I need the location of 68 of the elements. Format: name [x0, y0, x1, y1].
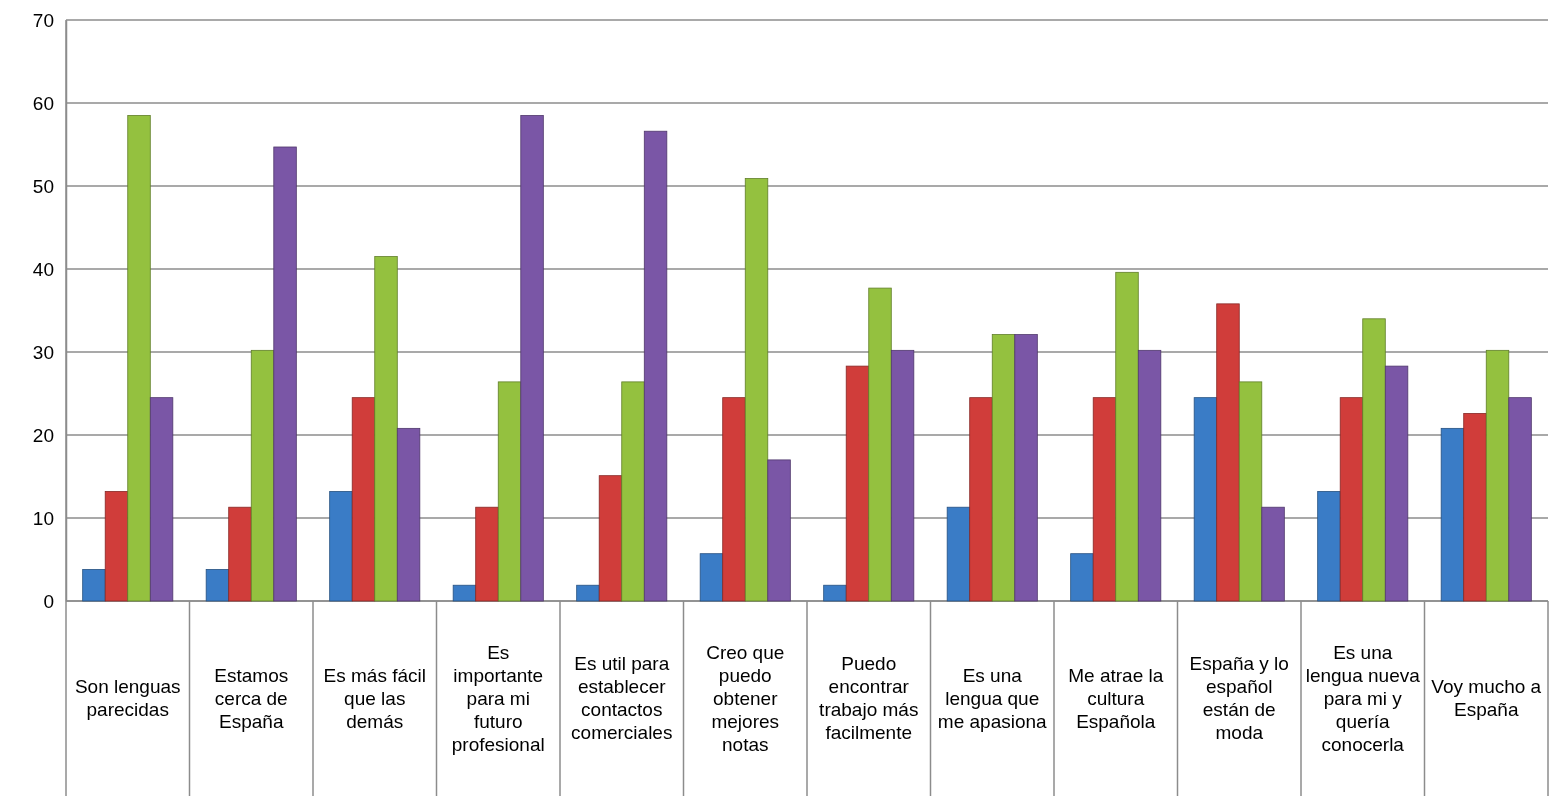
y-tick-label: 0: [43, 590, 54, 612]
bar: [1384, 365, 1409, 602]
x-tick-label: España y lo español están de moda: [1189, 653, 1289, 743]
x-tick-label: Puedo encontrar trabajo más facilmente: [819, 653, 919, 743]
bar: [374, 256, 398, 602]
bar: [497, 381, 522, 602]
bar: [598, 475, 623, 602]
bar: [1362, 318, 1386, 602]
y-tick-label: 60: [32, 92, 54, 114]
bar: [744, 178, 769, 602]
bar: [722, 397, 746, 602]
bar: [643, 130, 668, 602]
bar: [250, 349, 275, 602]
bar: [1193, 397, 1218, 602]
bar: [699, 553, 724, 602]
x-tick-label: Voy mucho a España: [1431, 676, 1542, 720]
x-tick-label: Me atrae la cultura Española: [1068, 664, 1164, 732]
bar: [205, 569, 230, 602]
bar: [520, 115, 544, 602]
bar: [329, 491, 353, 602]
bar: [576, 584, 600, 602]
bar: [127, 115, 151, 602]
bar: [1440, 427, 1465, 602]
x-tick-label: Es más fácil que las demás: [323, 664, 426, 732]
x-tick-label: Estamos cerca de España: [214, 664, 289, 732]
x-tick-label: Es una lengua nueva para mi y quería conocerla: [1305, 641, 1421, 755]
bar: [868, 287, 892, 602]
bar: [991, 334, 1016, 602]
x-tick-label: Es una lengua que me apasiona: [937, 664, 1048, 732]
bar: [621, 381, 645, 602]
bar: [767, 459, 791, 602]
bar: [1339, 397, 1364, 602]
y-tick-label: 10: [32, 507, 54, 529]
bar: [1092, 397, 1117, 602]
bar: [890, 349, 915, 602]
bar: [1261, 506, 1285, 602]
y-tick-label: 70: [32, 9, 54, 31]
bar: [104, 491, 129, 602]
bar: [1238, 381, 1263, 602]
bar: [351, 397, 376, 602]
bar: [1115, 271, 1139, 602]
bar: [845, 365, 870, 602]
bar: [396, 427, 421, 602]
bar: [452, 584, 477, 602]
bar: [1485, 349, 1510, 602]
x-tick-label: Es importante para mi futuro profesional: [451, 641, 545, 755]
bar: [969, 397, 993, 602]
bar: [1508, 397, 1532, 602]
bar: [1137, 349, 1162, 602]
x-tick-label: Es util para establecer contactos comerciales: [571, 653, 673, 743]
bar: [946, 506, 971, 602]
x-tick-label: Creo que puedo obtener mejores notas: [706, 641, 785, 755]
y-tick-label: 50: [32, 175, 54, 197]
bar: [1014, 334, 1038, 602]
bar: [1317, 491, 1341, 602]
x-tick-label: Son lenguas parecidas: [74, 676, 181, 720]
bar: [82, 569, 106, 602]
bar: [1070, 553, 1094, 602]
bar: [149, 397, 174, 602]
bar: [1463, 413, 1487, 602]
bar: [823, 584, 847, 602]
bar: [228, 506, 252, 602]
bar: [1216, 303, 1240, 602]
bar: [475, 506, 499, 602]
y-tick-label: 40: [32, 258, 54, 280]
y-tick-label: 30: [32, 341, 54, 363]
bar: [273, 146, 297, 602]
y-tick-label: 20: [32, 424, 54, 446]
